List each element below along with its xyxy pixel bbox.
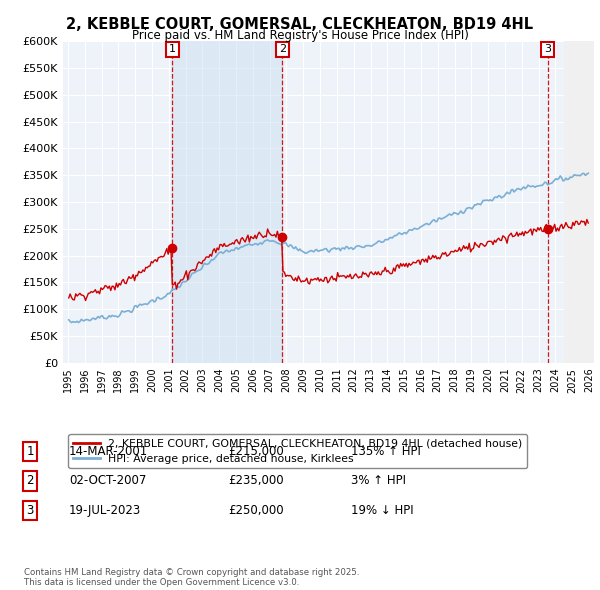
Text: 2: 2 <box>26 474 34 487</box>
Text: 1: 1 <box>26 445 34 458</box>
Text: 14-MAR-2001: 14-MAR-2001 <box>69 445 148 458</box>
Text: 135% ↑ HPI: 135% ↑ HPI <box>351 445 421 458</box>
Bar <box>564 41 600 363</box>
Text: 2, KEBBLE COURT, GOMERSAL, CLECKHEATON, BD19 4HL: 2, KEBBLE COURT, GOMERSAL, CLECKHEATON, … <box>67 17 533 31</box>
Text: 3: 3 <box>544 44 551 54</box>
Text: £250,000: £250,000 <box>228 504 284 517</box>
Text: Price paid vs. HM Land Registry's House Price Index (HPI): Price paid vs. HM Land Registry's House … <box>131 29 469 42</box>
Text: 19-JUL-2023: 19-JUL-2023 <box>69 504 141 517</box>
Text: £215,000: £215,000 <box>228 445 284 458</box>
Text: 3% ↑ HPI: 3% ↑ HPI <box>351 474 406 487</box>
Text: 1: 1 <box>169 44 176 54</box>
Text: 19% ↓ HPI: 19% ↓ HPI <box>351 504 413 517</box>
Text: 2: 2 <box>279 44 286 54</box>
Text: Contains HM Land Registry data © Crown copyright and database right 2025.
This d: Contains HM Land Registry data © Crown c… <box>24 568 359 587</box>
Bar <box>172 41 282 363</box>
Legend: 2, KEBBLE COURT, GOMERSAL, CLECKHEATON, BD19 4HL (detached house), HPI: Average : 2, KEBBLE COURT, GOMERSAL, CLECKHEATON, … <box>68 434 527 468</box>
Text: £235,000: £235,000 <box>228 474 284 487</box>
Text: 3: 3 <box>26 504 34 517</box>
Text: 02-OCT-2007: 02-OCT-2007 <box>69 474 146 487</box>
